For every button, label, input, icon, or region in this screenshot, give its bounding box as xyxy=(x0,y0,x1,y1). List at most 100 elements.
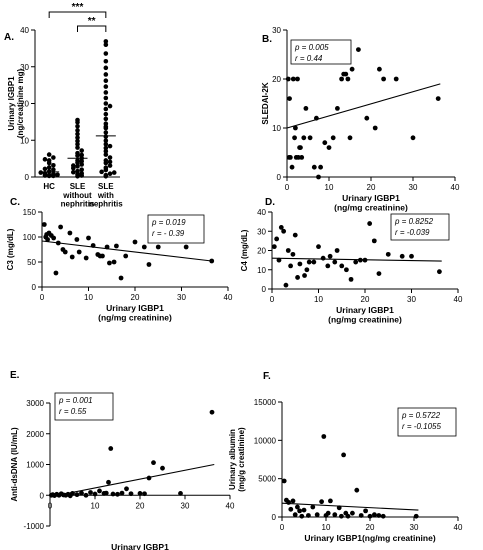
x-tick-label: 30 xyxy=(409,183,418,192)
panel-b-y-label: SLEDAI-2K xyxy=(261,82,270,124)
data-point xyxy=(297,261,303,267)
data-point xyxy=(79,158,84,164)
panel-a: A. 0 10 20 30 40 Urinary IGBP1(ng/creatinine m… xyxy=(4,2,123,209)
data-point xyxy=(106,479,111,485)
regression-line xyxy=(41,240,212,262)
data-point xyxy=(103,134,109,139)
panel-f-label: F. xyxy=(263,371,271,382)
data-point xyxy=(97,488,102,494)
data-point xyxy=(290,251,296,257)
data-point xyxy=(326,145,332,151)
y-tick-label: 40 xyxy=(257,208,266,217)
data-point xyxy=(316,244,321,250)
data-point xyxy=(46,152,52,157)
data-point xyxy=(137,491,143,496)
data-point xyxy=(399,253,405,259)
data-point xyxy=(285,76,291,82)
data-point xyxy=(75,138,80,144)
data-point xyxy=(51,173,56,179)
y-tick-label: 10 xyxy=(257,266,266,275)
data-point xyxy=(103,145,109,151)
data-point xyxy=(345,76,351,82)
r-value: r = -0.039 xyxy=(395,228,430,237)
data-point xyxy=(183,244,189,250)
data-point xyxy=(410,135,416,141)
data-point xyxy=(311,164,317,170)
panel-d-label: D. xyxy=(265,197,275,208)
data-point xyxy=(99,169,104,175)
data-point xyxy=(103,72,109,77)
data-point xyxy=(334,248,340,253)
data-point xyxy=(325,263,331,269)
panel-e-y-label: Anti-dsDNA (IU/mL) xyxy=(10,427,19,502)
data-point xyxy=(75,164,80,169)
y-tick-label: 10 xyxy=(20,136,29,145)
data-point xyxy=(287,96,292,101)
data-point xyxy=(437,269,442,275)
data-point xyxy=(322,140,328,146)
data-point xyxy=(42,157,48,162)
data-point xyxy=(124,486,129,492)
data-point xyxy=(103,101,109,106)
data-point xyxy=(107,155,113,160)
panel-c: C. 0 50 100 150 C3 (mg/dL) 0 10 20 30 40 Urinary IG… xyxy=(6,197,233,322)
data-point xyxy=(132,239,138,245)
x-tick-label: 20 xyxy=(136,501,145,510)
data-point xyxy=(103,65,109,71)
x-tick-label: SLE with nephritis xyxy=(89,182,123,209)
y-tick-label: 0 xyxy=(277,173,282,182)
panel-e-label: E. xyxy=(10,370,20,381)
data-point xyxy=(292,135,297,141)
data-point xyxy=(306,513,311,518)
regression-line xyxy=(281,502,419,511)
y-tick-label: 3000 xyxy=(26,399,44,408)
data-point xyxy=(271,244,277,250)
r-value: r = 0.55 xyxy=(59,407,87,416)
y-tick-label: 40 xyxy=(20,26,29,35)
data-point xyxy=(385,251,391,257)
data-point xyxy=(354,487,360,493)
data-point xyxy=(302,273,307,278)
data-point xyxy=(303,106,309,111)
stats-box xyxy=(397,407,457,437)
data-point xyxy=(335,106,340,111)
data-point xyxy=(364,115,370,121)
data-point xyxy=(292,512,298,518)
panel-f-x-label: Urinary IGBP1(ng/mg creatinine) xyxy=(304,533,435,543)
data-point xyxy=(79,148,84,153)
data-point xyxy=(306,259,312,265)
data-point xyxy=(377,66,382,72)
x-tick-label: 0 xyxy=(48,501,53,510)
data-point xyxy=(310,504,316,510)
y-tick-label: 15000 xyxy=(254,398,277,407)
data-point xyxy=(304,267,310,273)
data-point xyxy=(83,255,89,261)
data-point xyxy=(281,228,287,234)
panel-b: B. 0 10 20 30 SLEDAI-2K 0 10 20 30 40 Urinary IGBP1… xyxy=(261,26,460,212)
stats-box xyxy=(290,39,352,65)
data-point xyxy=(107,143,113,149)
data-point xyxy=(75,168,80,174)
panel-f: F. 0 5000 10000 15000 Urinary albumin(mg/g cr… xyxy=(228,371,463,543)
y-tick-label: 30 xyxy=(272,26,281,35)
data-point xyxy=(118,275,124,281)
regression-line xyxy=(271,257,442,262)
data-point xyxy=(128,491,134,497)
data-point xyxy=(103,165,109,171)
data-point xyxy=(350,510,355,516)
data-point xyxy=(103,84,109,89)
data-point xyxy=(435,96,441,101)
x-tick-label: 40 xyxy=(451,183,460,192)
y-tick-label: 50 xyxy=(27,258,36,267)
data-point xyxy=(344,267,349,273)
data-point xyxy=(108,446,114,451)
panel-a-label: A. xyxy=(4,32,14,43)
data-point xyxy=(349,66,355,72)
data-point xyxy=(75,172,80,177)
stats-box xyxy=(390,213,450,241)
x-tick-label: 10 xyxy=(322,523,331,532)
data-point xyxy=(278,225,284,230)
data-point xyxy=(301,507,307,513)
panel-c-y-label: C3 (mg/dL) xyxy=(6,228,15,270)
